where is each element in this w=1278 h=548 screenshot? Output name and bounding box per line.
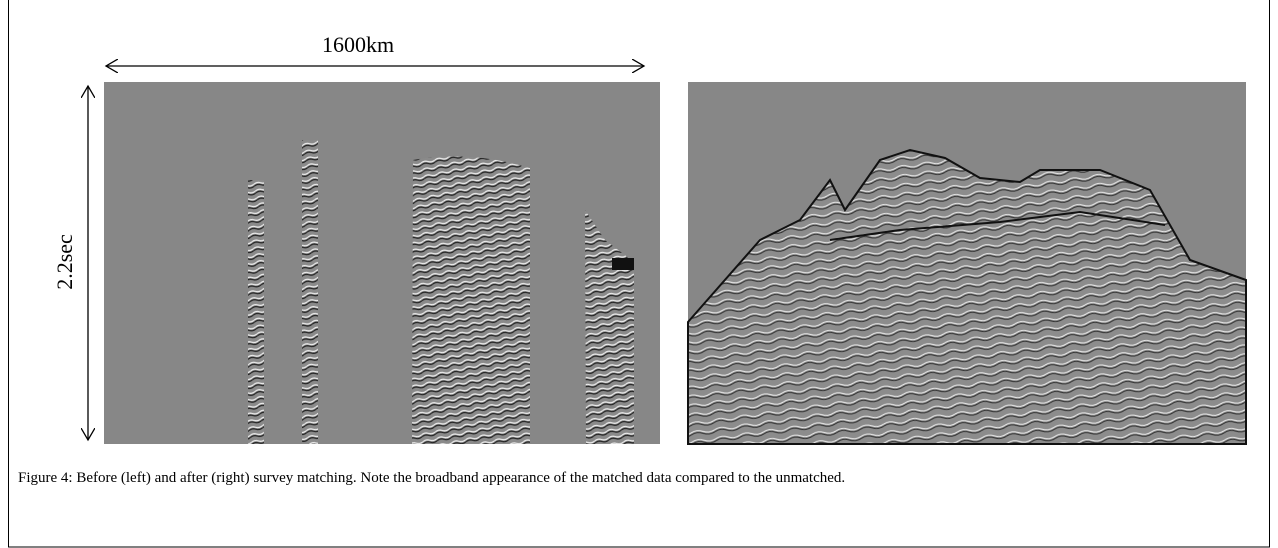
caption: Figure 4: Before (left) and after (right… [18, 470, 845, 486]
after-panel [687, 82, 1247, 445]
before-panel [104, 82, 660, 444]
figure-border [8, 0, 1270, 548]
time-label: 2.2sec [52, 234, 77, 290]
scale-label: 1600km [322, 32, 394, 57]
